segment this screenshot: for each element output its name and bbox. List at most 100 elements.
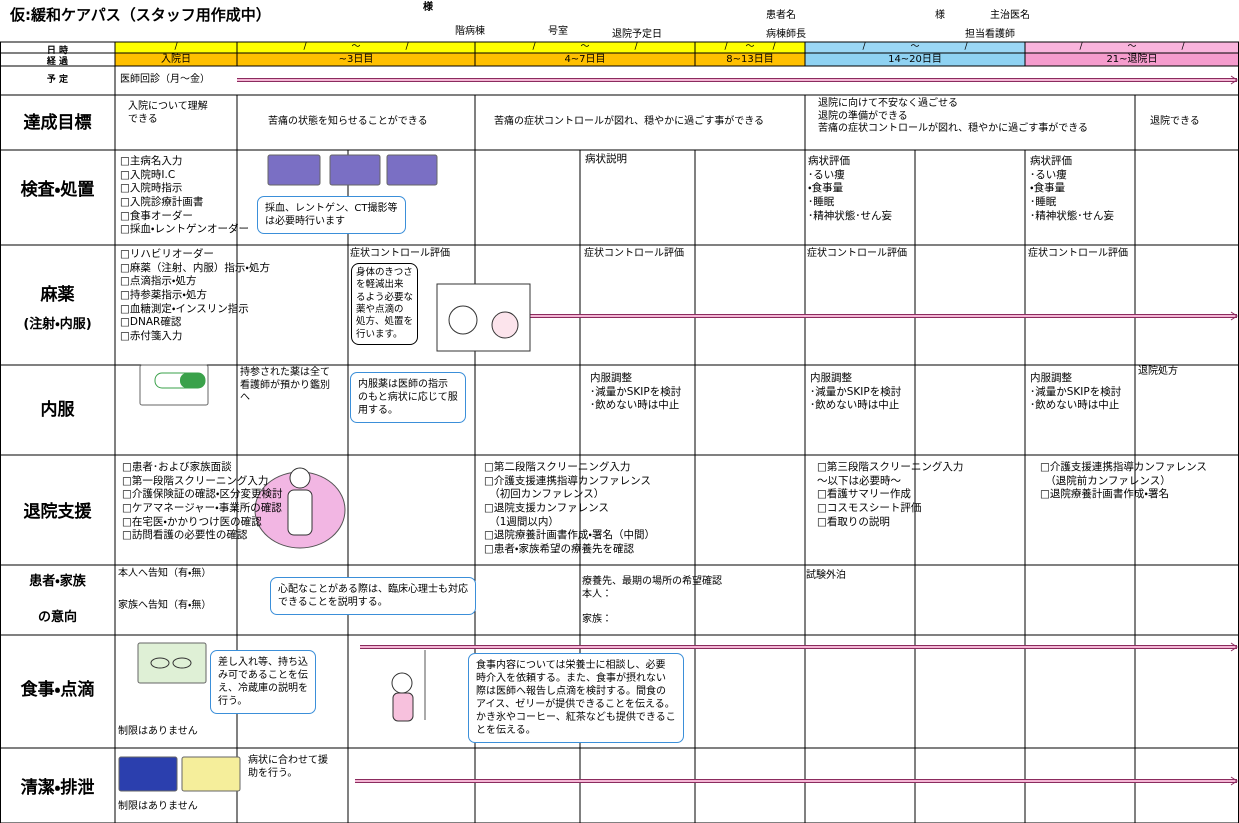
date-mark: / ～ /	[862, 42, 968, 52]
header-patient: 患者名	[766, 10, 796, 21]
header-floor: 階病棟	[455, 26, 485, 37]
cell-text: 制限はありません	[118, 801, 198, 812]
row-label: (注射・内服)	[23, 317, 92, 332]
callout-note: 差し入れ等、持ち込 み可であることを伝 え、冷蔵庫の説明を 行う。	[210, 650, 316, 714]
cell-text: 症状コントロール評価	[807, 248, 907, 259]
icon-doctor-head	[448, 305, 478, 335]
flow-arrow-head	[1230, 311, 1238, 321]
cell-text: 退院に向けて不安なく過ごせる 退院の準備ができる 苦痛の症状コントロールが図れ、…	[818, 98, 1088, 134]
cell-text: 家族へ告知（有・無）	[118, 600, 212, 611]
icon-nurse-iv-head	[391, 672, 413, 694]
date-band	[1025, 42, 1239, 53]
cell-text: □主病名入力 □入院時I.C □入院時指示 □入院診療計画書 □食事オーダー □…	[120, 155, 249, 236]
row-label: 食事・点滴	[20, 680, 95, 700]
cell-text: □患者･および家族面談 □第一段階スクリーニング入力 □介護保険証の確認・区分変…	[122, 461, 283, 542]
icon-nurse-body	[287, 489, 313, 536]
header-doctor: 主治医名	[990, 10, 1030, 21]
phase-band	[237, 53, 475, 66]
header-nurse: 担当看護師	[965, 29, 1015, 40]
header-room: 号室	[548, 26, 568, 37]
cell-text: 症状コントロール評価	[1028, 248, 1128, 259]
cell-text: 病状評価 ･るい痩 ・食事量 ･睡眠 ･精神状態･せん妄	[1030, 155, 1114, 222]
page-title: 仮:緩和ケアパス（スタッフ用作成中）	[10, 6, 271, 24]
cell-text: 苦痛の症状コントロールが図れ、穏やかに過ごす事ができる	[494, 116, 764, 127]
row-label: 内服	[40, 400, 75, 420]
row-label: 予 定	[46, 75, 69, 85]
date-band	[475, 42, 695, 53]
callout-note: 採血、レントゲン、CT撮影等 は必要時行います	[257, 196, 406, 234]
row-label: 麻薬	[40, 285, 75, 305]
cell-text: □リハビリオーダー □麻薬（注射、内服）指示・処方 □点滴指示・処方 □持参薬指…	[120, 248, 270, 342]
callout-note: 食事内容については栄養士に相談し、必要 時介入を依頼する。また、食事が摂れない …	[468, 653, 684, 743]
flow-arrow-head	[1230, 75, 1238, 85]
row-label: 清潔・排泄	[20, 778, 95, 798]
phase-label: ~3日目	[338, 54, 374, 65]
phase-band	[115, 53, 237, 66]
icon	[267, 154, 321, 186]
date-band	[115, 42, 237, 53]
row-label: 達成目標	[23, 113, 92, 133]
row-label: 退院支援	[23, 502, 92, 522]
icon	[139, 364, 209, 406]
cell-text: □第二段階スクリーニング入力 □介護支援連携指導カンファレンス （初回カンファレ…	[484, 461, 655, 555]
cell-text: □介護支援連携指導カンファレンス （退院前カンファレンス） □退院療養計画書作成…	[1040, 461, 1207, 501]
icon	[137, 642, 207, 684]
icon-glasses	[150, 657, 170, 669]
phase-label: 4~7日目	[564, 54, 606, 65]
cell-text: 療養先、最期の場所の希望確認 本人： 家族：	[582, 576, 722, 625]
icon	[386, 154, 438, 186]
cell-text: 症状コントロール評価	[350, 248, 450, 259]
cell-text: 病状評価 ･るい痩 ・食事量 ･睡眠 ･精神状態･せん妄	[808, 155, 892, 222]
date-mark: / ～ /	[303, 42, 409, 52]
phase-label: 8~13日目	[726, 54, 774, 65]
icon-glasses	[172, 657, 192, 669]
cell-text: 退院できる	[1150, 116, 1200, 127]
cell-text: 制限はありません	[118, 726, 198, 737]
phase-label: 21~退院日	[1106, 54, 1158, 65]
cell-text: 内服調整 ･減量かSKIPを検討 ･飲めない時は中止	[810, 372, 902, 412]
header-sama: 様	[935, 10, 945, 21]
cell-text: 病状に合わせて援 助を行う。	[248, 755, 328, 779]
cell-text: 医師回診（月～金）	[120, 74, 210, 85]
phase-label: 入院日	[161, 54, 191, 65]
row-label: 検査・処置	[20, 180, 95, 200]
phase-label: 14~20日目	[888, 54, 942, 65]
icon	[329, 154, 381, 186]
cell-text: 症状コントロール評価	[584, 248, 684, 259]
cell-text: 内服調整 ･減量かSKIPを検討 ･飲めない時は中止	[1030, 372, 1122, 412]
cell-text: □第三段階スクリーニング入力 ～以下は必要時～ □看護サマリー作成 □コスモスシ…	[817, 461, 964, 528]
cell-text: 苦痛の状態を知らせることができる	[268, 116, 428, 127]
phase-band	[475, 53, 695, 66]
row-label: 経 過	[46, 57, 69, 67]
cell-text: 持参された薬は全て 看護師が預かり鑑別 へ	[240, 367, 330, 403]
date-mark: / ～ /	[532, 42, 638, 52]
cell-text: 内服調整 ･減量かSKIPを検討 ･飲めない時は中止	[590, 372, 682, 412]
header-discharge-date: 退院予定日	[612, 29, 662, 40]
cell-text: 本人へ告知（有・無）	[118, 568, 212, 579]
phase-band	[805, 53, 1025, 66]
cell-text: 退院処方	[1138, 366, 1178, 377]
callout-note: 身体のきつさ を軽減出来 るよう必要な 薬や点滴の 処方、処置を 行います。	[351, 263, 419, 346]
date-mark: / ～ /	[724, 42, 776, 52]
date-band	[237, 42, 475, 53]
phase-band	[695, 53, 805, 66]
header-sama: 様	[423, 2, 433, 13]
callout-note: 心配なことがある際は、臨床心理士も対応 できることを説明する。	[270, 577, 476, 615]
icon-nurse-head	[491, 311, 519, 339]
date-mark: / ～ /	[1079, 42, 1185, 52]
flow-arrow-head	[1230, 776, 1238, 786]
cell-text: 病状説明	[585, 153, 627, 165]
date-mark: /	[174, 42, 178, 52]
cell-text: 入院について理解 できる	[128, 101, 208, 125]
phase-band	[1025, 53, 1239, 66]
row-label: の意向	[37, 610, 77, 625]
header-head-nurse: 病棟師長	[766, 29, 806, 40]
icon-nurse-head	[289, 467, 311, 489]
cell-text: 試験外泊	[806, 570, 846, 581]
callout-note: 内服薬は医師の指示 のもと病状に応じて服 用する。	[350, 372, 466, 423]
date-band	[695, 42, 805, 53]
row-label: 日 時	[46, 46, 69, 56]
icon-pill-half	[180, 373, 205, 388]
date-band	[805, 42, 1025, 53]
